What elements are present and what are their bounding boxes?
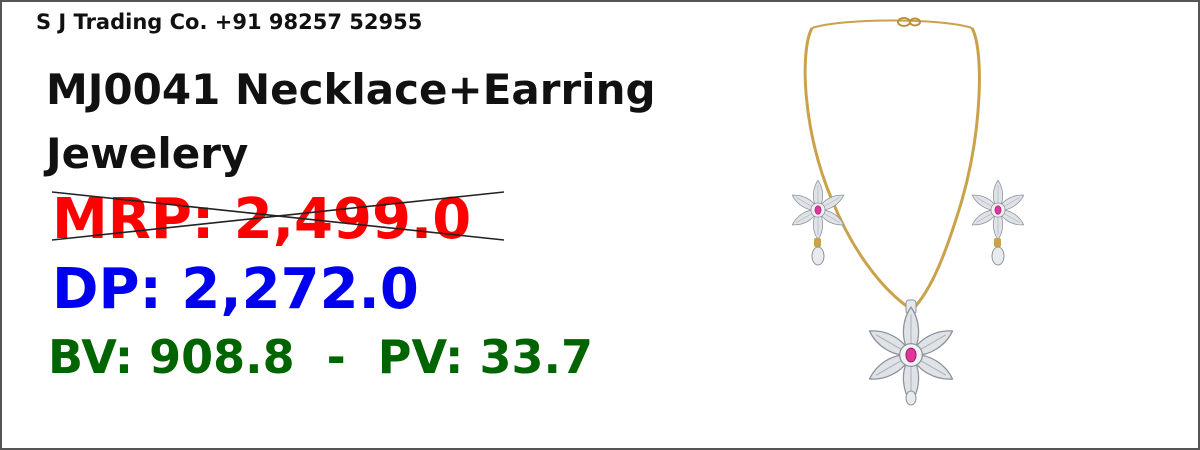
mrp-price: MRP: 2,499.0 <box>52 187 472 252</box>
earring-right <box>970 180 1026 239</box>
pendant-flower <box>866 307 957 403</box>
dp-price: DP: 2,272.0 <box>52 257 419 322</box>
product-title: MJ0041 Necklace+Earring Jewelery <box>46 65 656 178</box>
bv-pv-values: BV: 908.8 - PV: 33.7 <box>48 330 593 384</box>
product-image <box>772 17 1052 406</box>
seller-contact: S J Trading Co. +91 98257 52955 <box>36 10 423 34</box>
necklace-chain <box>803 27 913 312</box>
mrp-strikethrough <box>52 191 504 241</box>
